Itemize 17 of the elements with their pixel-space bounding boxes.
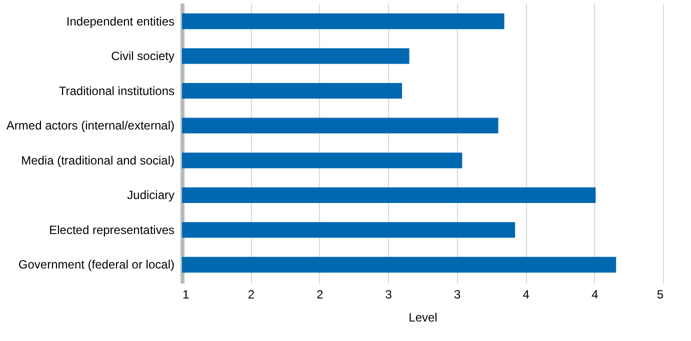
y-tick-label: Media (traditional and social): [21, 153, 174, 168]
x-tick-label: 3: [454, 288, 462, 302]
x-tick-label: 4: [522, 288, 530, 302]
x-tick-label: 2: [316, 288, 324, 302]
x-tick-label: 1: [182, 288, 190, 302]
y-tick-label: Civil society: [111, 49, 174, 64]
y-tick-label: Independent entities: [66, 14, 174, 28]
y-tick-label: Government (federal or local): [18, 258, 174, 272]
y-tick-label: Traditional institutions: [58, 84, 174, 98]
x-tick-label: 2: [248, 288, 255, 302]
x-tick-label: 3: [385, 288, 392, 302]
x-tick-label: 5: [656, 288, 664, 302]
y-tick-label: Judiciary: [127, 188, 174, 202]
y-tick-label: Armed actors (internal/external): [6, 118, 174, 133]
x-tick-label: 4: [591, 288, 598, 302]
y-tick-label: Elected representatives: [49, 222, 174, 237]
x-axis-title: Level: [408, 310, 438, 324]
